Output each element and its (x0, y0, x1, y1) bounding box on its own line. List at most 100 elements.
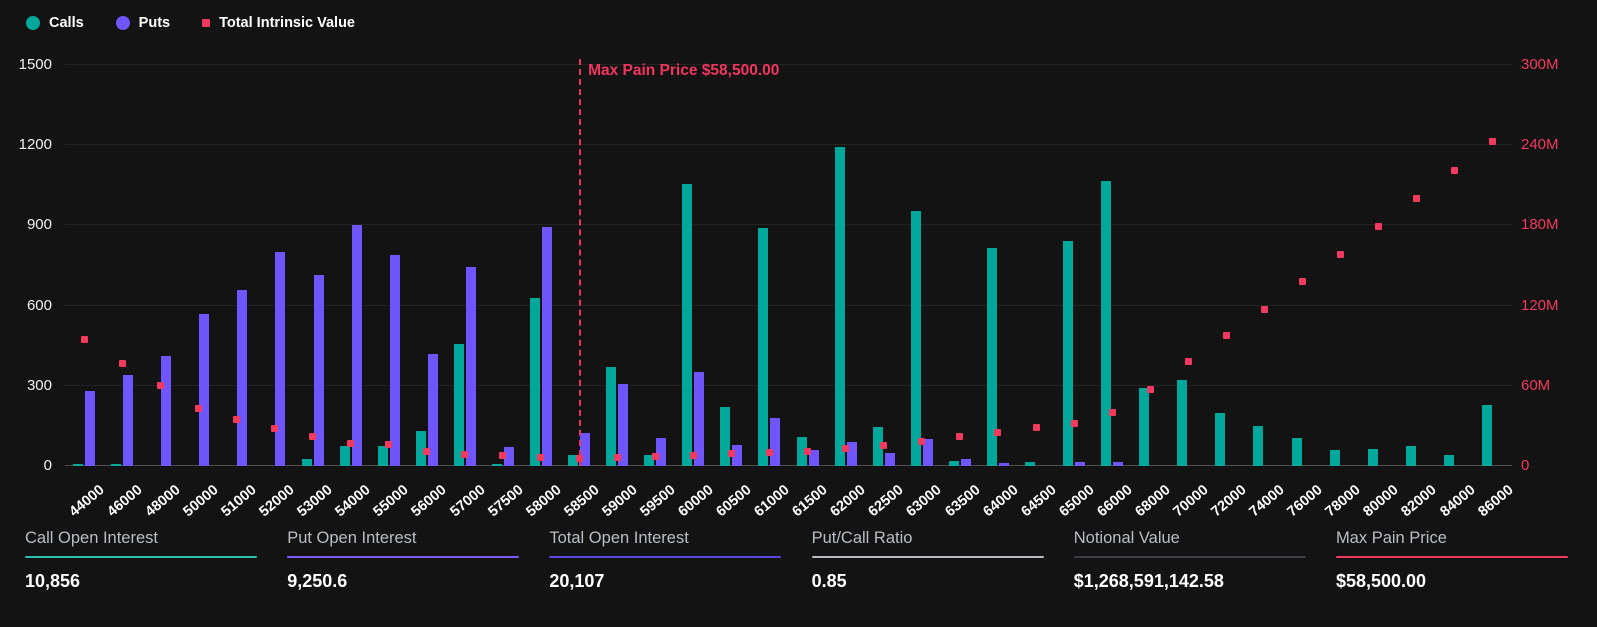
intrinsic-value-dot (880, 442, 888, 450)
put-bar (1113, 462, 1124, 466)
intrinsic-value-dot (956, 433, 964, 441)
stat-max-pain-price: Max Pain Price $58,500.00 (1335, 530, 1568, 592)
right-axis-tick-label: 60M (1521, 376, 1551, 394)
legend-label-calls: Calls (49, 15, 84, 31)
put-bar (694, 372, 705, 466)
x-axis-tick-label: 63000 (903, 482, 946, 521)
legend-label-puts: Puts (138, 15, 171, 31)
x-axis-tick-label: 62500 (865, 482, 907, 521)
stat-value: 0.85 (811, 571, 847, 591)
intrinsic-value-dot (270, 425, 278, 433)
call-bar (758, 228, 769, 466)
left-axis-tick-label: 0 (43, 457, 52, 474)
intrinsic-value-dot (1451, 167, 1459, 175)
left-axis-tick-label: 1500 (18, 56, 52, 73)
intrinsic-value-dot (765, 449, 773, 457)
plot-area: Max Pain Price $58,500.00 (65, 59, 1512, 466)
call-bar (948, 460, 959, 466)
put-bar (884, 452, 895, 466)
intrinsic-value-dot (461, 451, 469, 459)
intrinsic-value-dot (156, 382, 164, 390)
call-bar (834, 146, 845, 466)
put-bar (199, 313, 210, 466)
x-axis-labels: 44000 46000 48000 50000 51000 52000 53000 54000… (65, 474, 1516, 528)
intrinsic-value-dot (1375, 223, 1383, 231)
chart-legend: Calls Puts Total Intrinsic Value (26, 15, 355, 31)
gridline (65, 384, 1512, 386)
put-bar (351, 225, 362, 466)
put-bar (275, 252, 286, 466)
x-axis-tick-label: 56000 (408, 482, 451, 521)
call-bar (1443, 455, 1454, 466)
call-bar (796, 436, 807, 466)
summary-stats: Call Open Interest 10,856 Put Open Inter… (25, 530, 1568, 592)
call-bar (1101, 181, 1112, 466)
intrinsic-value-dot (1108, 409, 1116, 417)
stat-title: Put/Call Ratio (811, 529, 913, 547)
stat-underline (1073, 556, 1306, 558)
x-axis-tick-label: 65000 (1056, 482, 1098, 521)
put-bar (580, 432, 591, 466)
put-bar (465, 266, 476, 466)
intrinsic-value-dot (1070, 419, 1078, 427)
x-axis-tick-label: 60500 (713, 482, 755, 521)
x-axis-tick-label: 78000 (1322, 482, 1364, 521)
call-bar (720, 407, 731, 466)
call-bar (339, 445, 350, 466)
stat-title: Put Open Interest (287, 529, 417, 547)
x-axis-tick-label: 74000 (1246, 482, 1288, 521)
call-bar (1025, 462, 1035, 466)
put-bar (998, 463, 1009, 466)
stat-value: 20,107 (549, 571, 605, 591)
intrinsic-value-dot (232, 415, 240, 423)
x-axis-tick-label: 72000 (1208, 482, 1250, 521)
intrinsic-value-dot (499, 451, 507, 459)
put-bar (656, 437, 667, 466)
stat-value: 9,250.6 (287, 571, 348, 591)
intrinsic-value-dot (994, 429, 1002, 437)
call-bar (1367, 448, 1378, 466)
x-axis-tick-label: 59500 (637, 482, 679, 521)
x-axis-tick-label: 54000 (332, 482, 374, 521)
put-bar (313, 274, 324, 466)
intrinsic-value-dot (651, 453, 659, 461)
put-bar (427, 353, 438, 466)
x-axis-tick-label: 64000 (980, 482, 1022, 521)
call-bar (529, 297, 540, 466)
put-bar (922, 439, 933, 466)
put-bar (85, 391, 96, 466)
call-bar (1329, 449, 1340, 466)
stat-total-open-interest: Total Open Interest 20,107 (549, 530, 782, 592)
intrinsic-value-dot (1299, 278, 1307, 286)
intrinsic-value-dot (1184, 358, 1192, 366)
x-axis-tick-label: 59000 (599, 482, 641, 521)
stat-title: Notional Value (1073, 529, 1180, 547)
intrinsic-value-dot (80, 335, 88, 343)
right-axis-tick-label: 180M (1521, 216, 1559, 234)
x-axis-tick-label: 52000 (256, 482, 298, 521)
call-bar (1405, 445, 1416, 466)
left-axis-tick-label: 300 (26, 376, 52, 394)
call-bar (568, 455, 579, 466)
legend-item-calls[interactable]: Calls (26, 15, 84, 31)
put-bar (503, 447, 514, 466)
x-axis-tick-label: 82000 (1398, 482, 1441, 521)
x-axis-tick-label: 63500 (941, 482, 984, 521)
gridline (65, 224, 1512, 226)
x-axis-tick-label: 76000 (1284, 482, 1326, 521)
x-axis-tick-label: 57500 (485, 482, 527, 521)
put-bar (1075, 462, 1086, 466)
x-axis-tick-label: 68000 (1132, 482, 1174, 521)
x-axis-tick-label: 61500 (789, 482, 831, 521)
stat-put-open-interest: Put Open Interest 9,250.6 (287, 529, 520, 592)
legend-item-puts[interactable]: Puts (115, 15, 171, 31)
right-axis-tick-label: 240M (1521, 136, 1559, 154)
call-bar (1215, 412, 1226, 466)
gridline (65, 465, 1512, 466)
stat-underline (549, 556, 782, 558)
x-axis-tick-label: 57000 (446, 482, 489, 521)
legend-item-total-intrinsic-value[interactable]: Total Intrinsic Value (202, 15, 355, 31)
intrinsic-value-dot (309, 433, 316, 441)
stat-put-call-ratio: Put/Call Ratio 0.85 (811, 529, 1044, 592)
put-bar (541, 226, 552, 466)
